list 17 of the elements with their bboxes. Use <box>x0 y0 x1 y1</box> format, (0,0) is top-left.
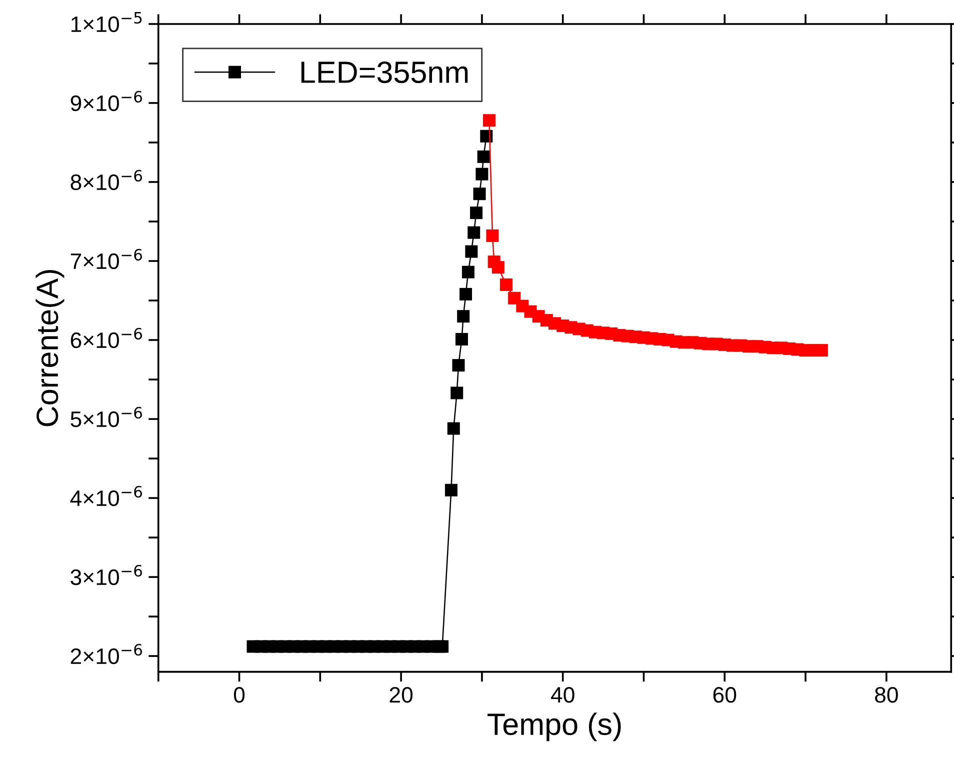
y-tick-label: 3×10$^{−6}$ <box>70 564 142 586</box>
x-tick-label: 60 <box>713 687 736 703</box>
x-tick-label: 80 <box>875 687 898 703</box>
y-axis-title: Corrente(A) <box>36 270 64 426</box>
x-tick-label: 40 <box>550 687 574 703</box>
x-tick-label: 20 <box>390 687 413 703</box>
x-axis-title: Tempo (s) <box>488 712 621 742</box>
y-tick-label: 4×10$^{−6}$ <box>70 486 142 506</box>
y-tick-label: 9×10$^{−6}$ <box>70 90 142 112</box>
x-tick-label: 0 <box>234 687 245 703</box>
legend-label: LED=355nm <box>301 61 468 84</box>
y-tick-label: 7×10$^{−6}$ <box>70 248 142 270</box>
y-tick-label: 5×10$^{−6}$ <box>70 406 142 428</box>
y-tick-label: 2×10$^{−6}$ <box>70 644 142 664</box>
y-tick-label: 1×10$^{−5}$ <box>71 12 142 32</box>
y-tick-label: 8×10$^{−6}$ <box>70 170 142 190</box>
y-tick-label: 6×10$^{−6}$ <box>70 328 142 348</box>
